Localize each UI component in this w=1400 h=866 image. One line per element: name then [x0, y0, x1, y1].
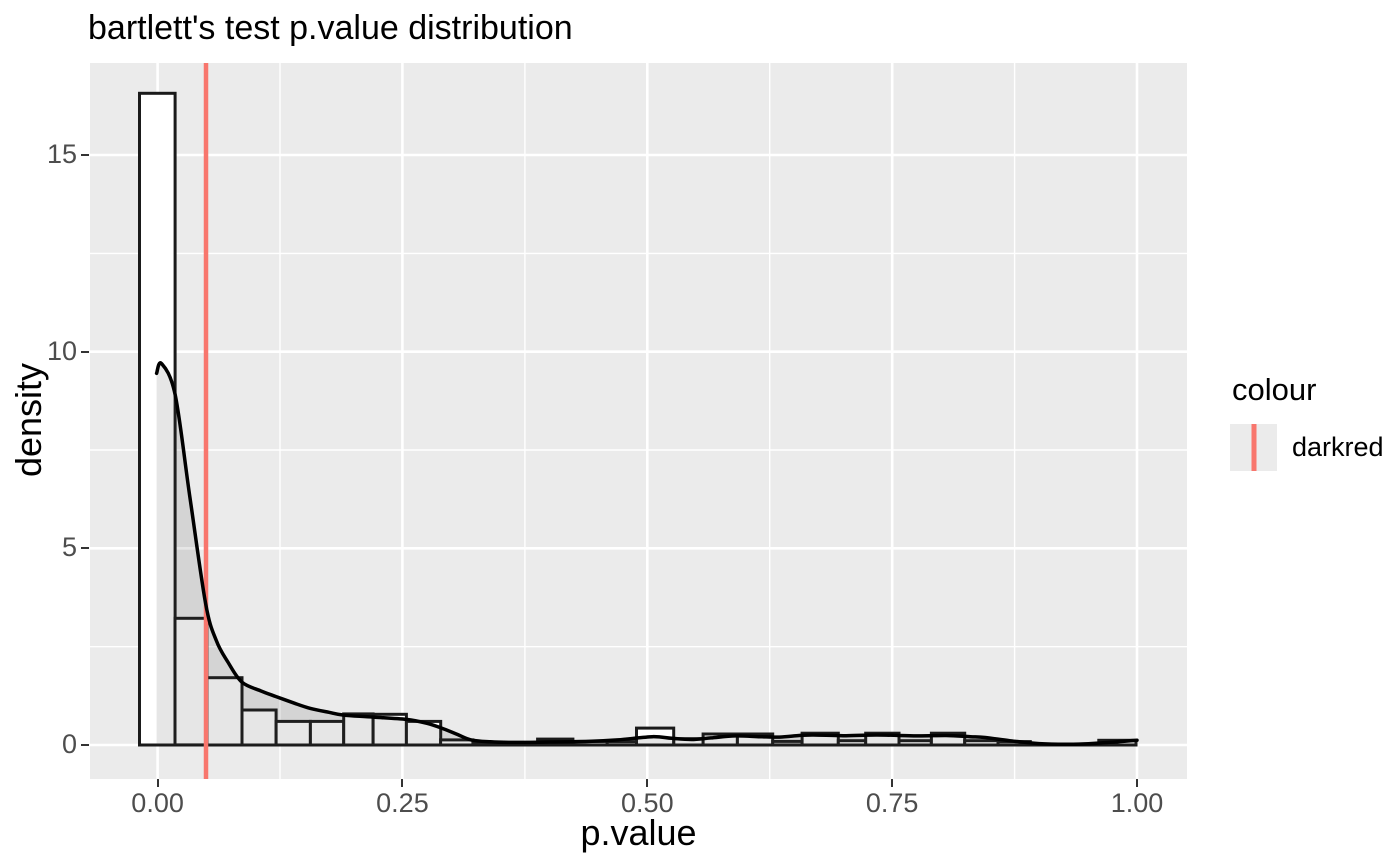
legend: colour darkred [1230, 372, 1384, 471]
legend-item-label: darkred [1292, 432, 1384, 462]
chart-canvas [90, 63, 1187, 779]
y-axis-title: density [8, 362, 49, 478]
x-tick-mark [646, 779, 649, 787]
y-tick-mark [81, 547, 89, 550]
plot-title: bartlett's test p.value distribution [88, 9, 573, 47]
y-tick-label: 10 [46, 335, 77, 366]
x-axis-title: p.value [580, 812, 697, 853]
vline-color-sample [1251, 424, 1256, 471]
y-tick-label: 5 [61, 532, 77, 563]
x-tick-label: 0.50 [621, 788, 674, 818]
x-tick-label: 0.75 [865, 788, 919, 818]
y-tick-mark [81, 350, 89, 353]
x-tick-label: 0.25 [376, 788, 429, 818]
x-tick-mark [891, 779, 894, 787]
density-area [156, 362, 1138, 745]
x-tick-mark [1136, 779, 1139, 787]
x-tick-label: 0.00 [131, 788, 184, 818]
density-curve [154, 361, 1139, 746]
legend-key-swatch [1230, 424, 1277, 471]
y-tick-label: 0 [61, 728, 77, 759]
x-tick-mark [156, 779, 159, 787]
x-tick-label: 1.00 [1110, 788, 1164, 818]
legend-item: darkred [1230, 424, 1384, 471]
x-tick-mark [401, 779, 404, 787]
y-tick-label: 15 [46, 139, 77, 170]
y-tick-mark [81, 154, 89, 157]
plot-panel [90, 63, 1187, 779]
y-tick-mark [81, 743, 89, 746]
legend-title: colour [1232, 372, 1317, 407]
